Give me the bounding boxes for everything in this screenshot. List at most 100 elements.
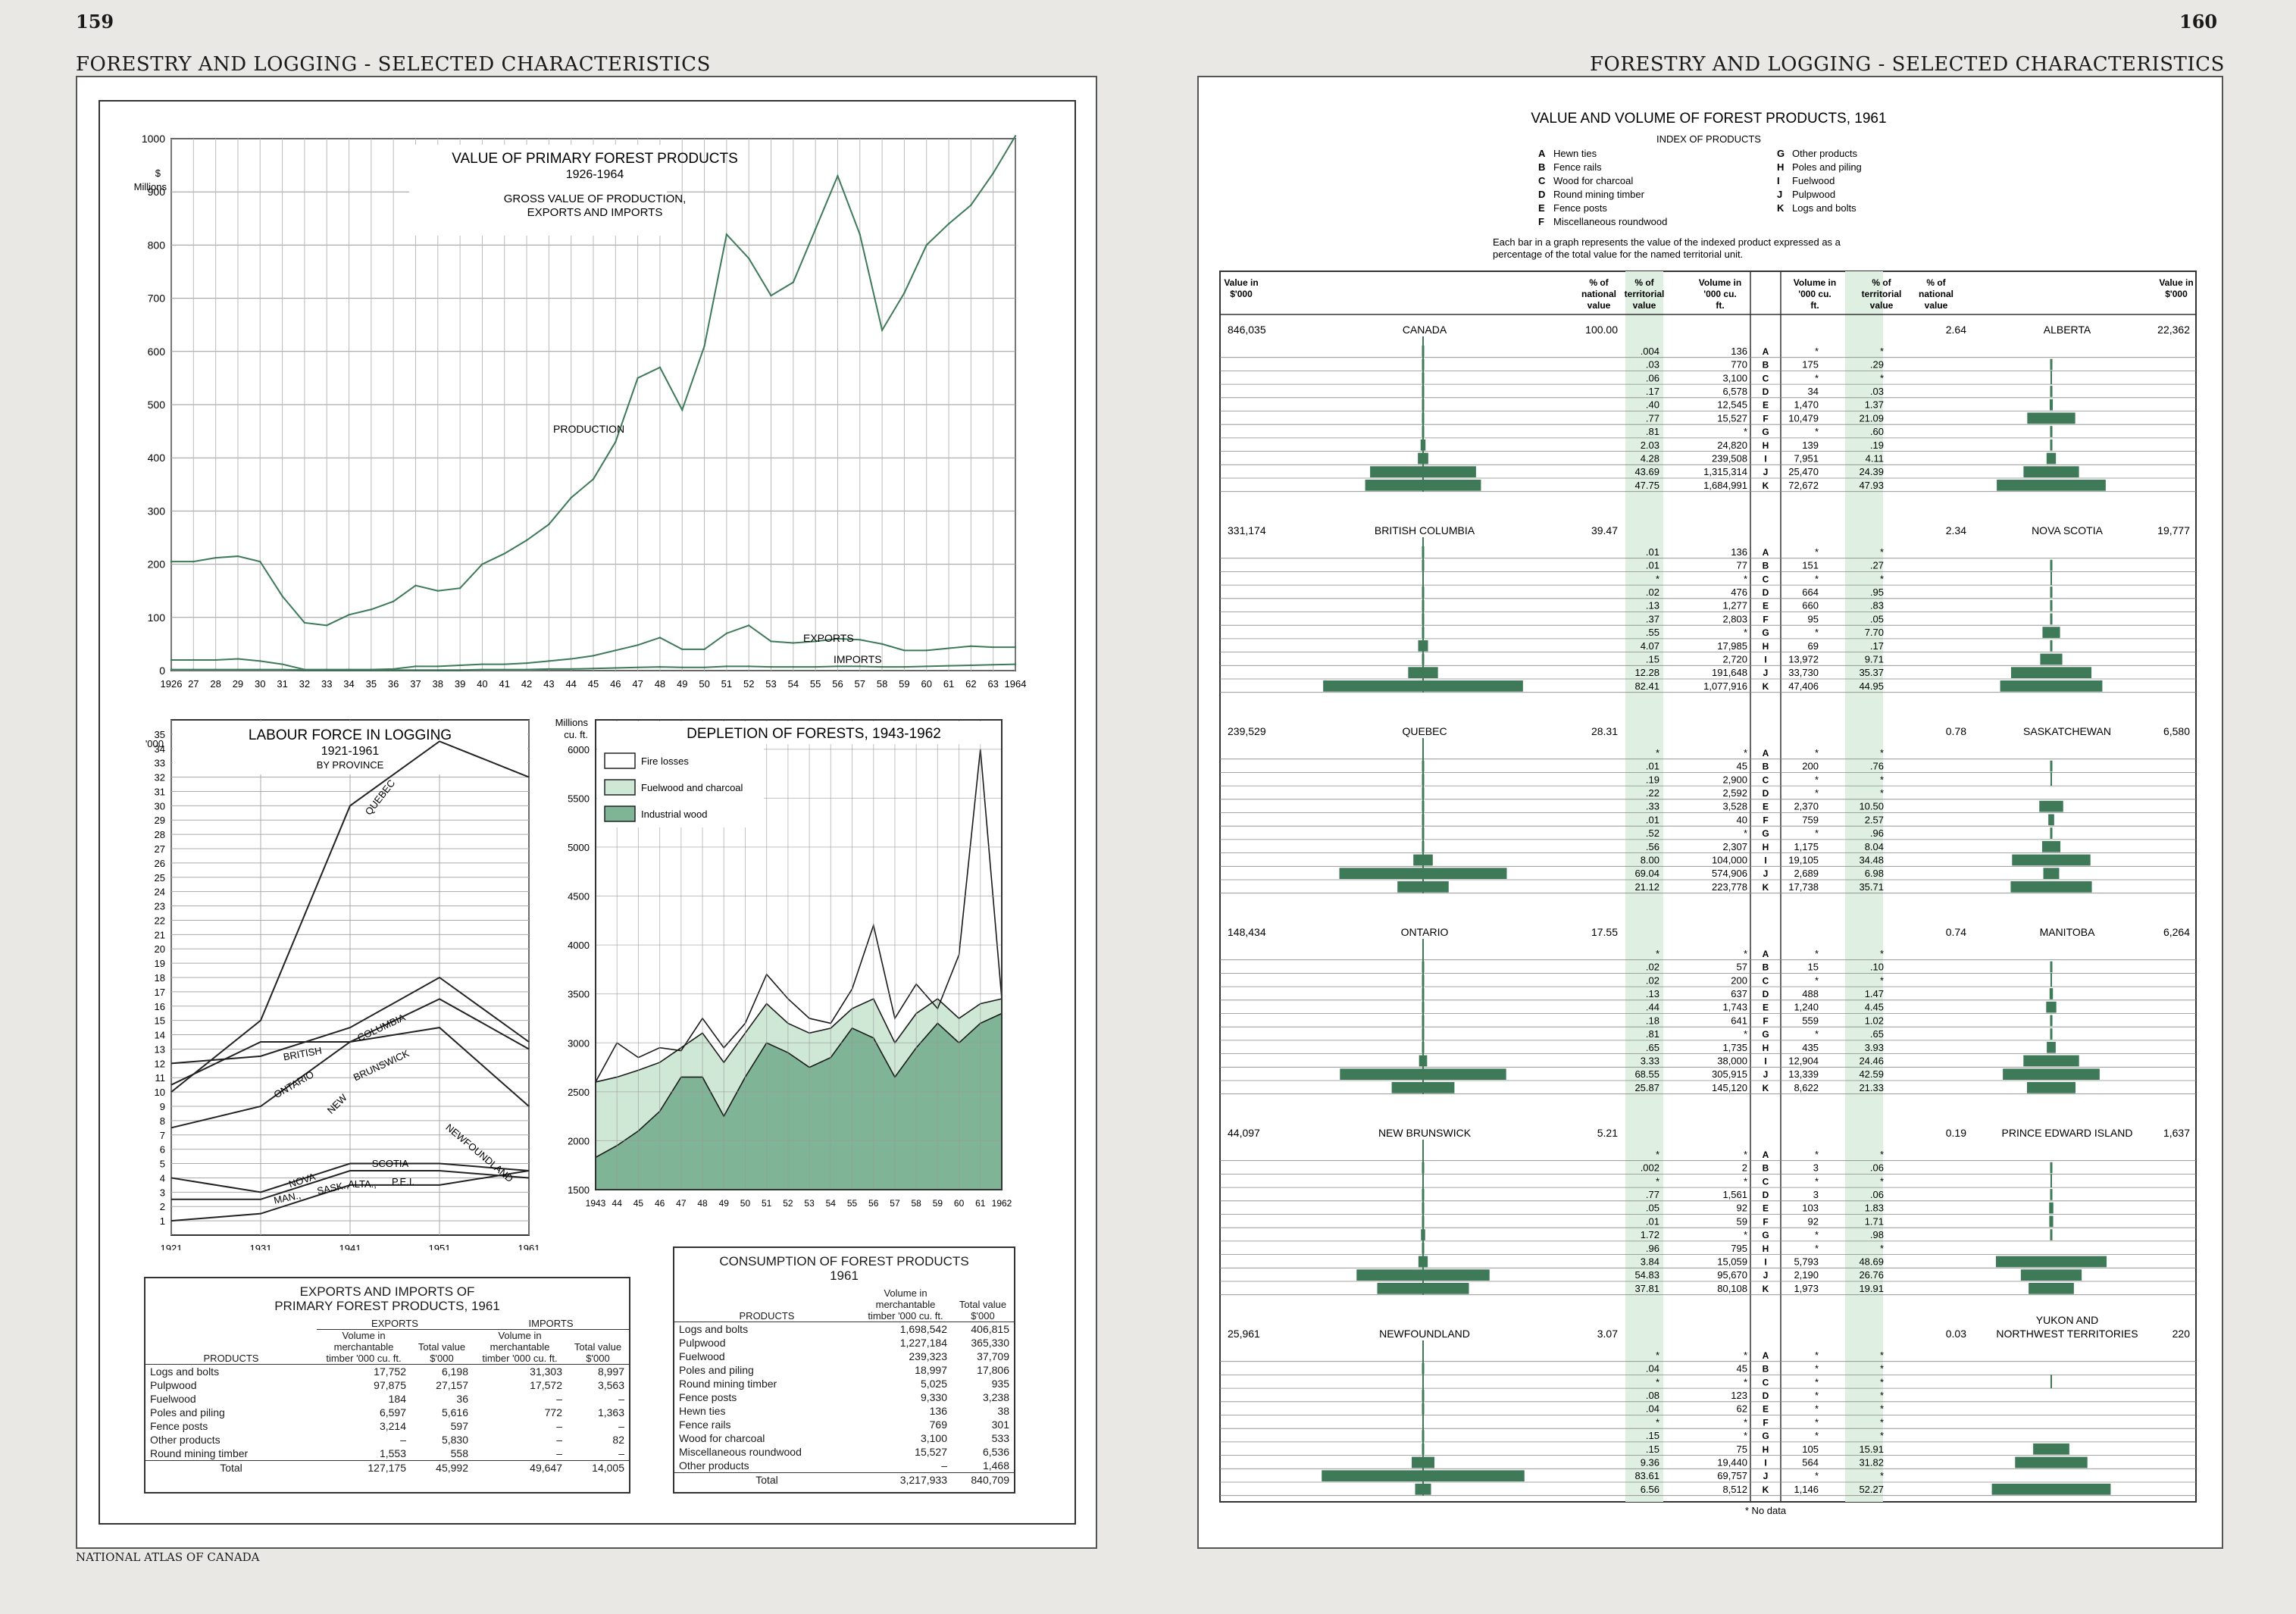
data-point — [992, 664, 994, 666]
product-letter: J — [1763, 467, 1769, 477]
volume: 8,512 — [1722, 1484, 1747, 1495]
territorial-percent: 35.71 — [1859, 881, 1884, 893]
product-bar — [2029, 1283, 2074, 1294]
product-bar — [2010, 881, 2092, 893]
volume: 660 — [1802, 600, 1819, 612]
table-row: Pulpwood 97,875 27,157 17,572 3,563 — [145, 1378, 629, 1392]
data-point — [370, 608, 373, 611]
volume: * — [1815, 1376, 1819, 1387]
territory-value: 19,777 — [2157, 524, 2190, 536]
volume: * — [1815, 1363, 1819, 1375]
product-bar — [2046, 1001, 2057, 1013]
territorial-percent: * — [1656, 1376, 1659, 1387]
data-point — [592, 655, 595, 657]
y-tick-label: 600 — [148, 346, 166, 358]
territorial-percent: .13 — [1646, 600, 1659, 612]
territorial-percent: .56 — [1646, 841, 1659, 852]
volume: 1,684,991 — [1703, 480, 1747, 491]
value-cell: – — [618, 1447, 624, 1459]
product-bar — [2050, 1015, 2053, 1027]
territorial-percent: 3.33 — [1641, 1055, 1659, 1066]
x-tick-label: 1921 — [161, 1243, 183, 1250]
volume: 59 — [1737, 1215, 1747, 1227]
product-letter: J — [1763, 1270, 1769, 1281]
volume: * — [1744, 1350, 1747, 1361]
x-tick-label: 48 — [697, 1198, 708, 1209]
x-tick-label: 54 — [788, 678, 799, 690]
product-bar — [2049, 399, 2054, 411]
series-label: NEWFOUNDLAND — [443, 1121, 515, 1184]
national-percent: 0.03 — [1946, 1328, 1966, 1340]
product-cell: Hewn ties — [679, 1405, 726, 1417]
volume: 92 — [1808, 1215, 1819, 1227]
data-point — [458, 586, 461, 590]
data-point — [236, 658, 239, 660]
territorial-percent: * — [1656, 948, 1659, 959]
product-letter: D — [1763, 587, 1769, 598]
y-tick-label: 15 — [155, 1015, 165, 1027]
volume: 2,592 — [1722, 787, 1747, 799]
territorial-percent: .17 — [1646, 386, 1659, 397]
product-bar — [2050, 827, 2053, 839]
territorial-percent: 15.91 — [1859, 1444, 1884, 1455]
y-unit: $ — [155, 167, 161, 179]
volume: 1,077,916 — [1703, 680, 1747, 692]
x-tick-label: 1964 — [1005, 678, 1027, 690]
value-cell: 17,572 — [530, 1379, 562, 1391]
volume: 305,915 — [1712, 1068, 1747, 1080]
territory-value: 6,580 — [2163, 725, 2190, 737]
territory-name: SASKATCHEWAN — [2023, 725, 2111, 737]
data-point — [259, 660, 261, 662]
territorial-percent: 25.87 — [1634, 1082, 1659, 1093]
volume: 2,803 — [1722, 613, 1747, 624]
data-point — [458, 664, 461, 667]
column-header: value — [1633, 300, 1656, 311]
product-letter: J — [1763, 1069, 1769, 1080]
territorial-percent: * — [1880, 1363, 1884, 1375]
data-point — [326, 669, 328, 671]
percent-band — [1625, 271, 1663, 1502]
territory-name: PRINCE EDWARD ISLAND — [2002, 1127, 2133, 1139]
volume: 80,108 — [1717, 1283, 1747, 1294]
x-tick-label: 54 — [826, 1198, 837, 1209]
column-header: $'000 — [1230, 289, 1253, 299]
table-row: Round mining timber 5,025 935 — [674, 1377, 1014, 1390]
x-tick-label: 36 — [388, 678, 399, 690]
data-point — [658, 665, 662, 668]
x-tick-label: 60 — [921, 678, 932, 690]
territorial-percent: .77 — [1646, 412, 1659, 424]
data-point — [792, 642, 795, 644]
product-letter: K — [1763, 1284, 1769, 1294]
table-row: Logs and bolts 17,752 6,198 31,303 8,997 — [145, 1365, 629, 1379]
volume: 7,951 — [1794, 452, 1819, 464]
data-point — [658, 637, 662, 639]
territorial-percent: 4.28 — [1641, 452, 1659, 464]
x-tick-label: 53 — [765, 678, 776, 690]
product-letter: C — [1763, 774, 1769, 785]
x-tick-label: 43 — [543, 678, 554, 690]
table-row: Poles and piling 18,997 17,806 — [674, 1363, 1014, 1377]
territorial-percent: .04 — [1646, 1363, 1659, 1375]
data-point — [681, 408, 683, 411]
table-row: Hewn ties 136 38 — [674, 1404, 1014, 1418]
legend-swatch — [604, 805, 636, 822]
territorial-percent: .03 — [1870, 386, 1884, 397]
territorial-percent: 9.71 — [1865, 653, 1884, 665]
product-letter: E — [1763, 400, 1769, 411]
y-tick-label: 1 — [160, 1215, 165, 1227]
area-fire-losses — [596, 749, 1002, 1082]
y-tick-label: 1500 — [568, 1184, 590, 1196]
y-tick-label: 6 — [160, 1144, 165, 1156]
table-row: Other products – 1,468 — [674, 1459, 1014, 1473]
volume: * — [1744, 426, 1747, 437]
territorial-percent: 31.82 — [1859, 1456, 1884, 1468]
value-cell: 3,563 — [597, 1379, 624, 1391]
value-cell: 136 — [929, 1405, 947, 1417]
data-point — [837, 637, 839, 640]
data-point — [436, 669, 439, 671]
x-tick-label: 47 — [632, 678, 643, 690]
data-point — [770, 665, 772, 668]
value-cell: 772 — [544, 1406, 562, 1419]
y-tick-label: 20 — [155, 943, 165, 955]
volume: 574,906 — [1712, 868, 1747, 879]
